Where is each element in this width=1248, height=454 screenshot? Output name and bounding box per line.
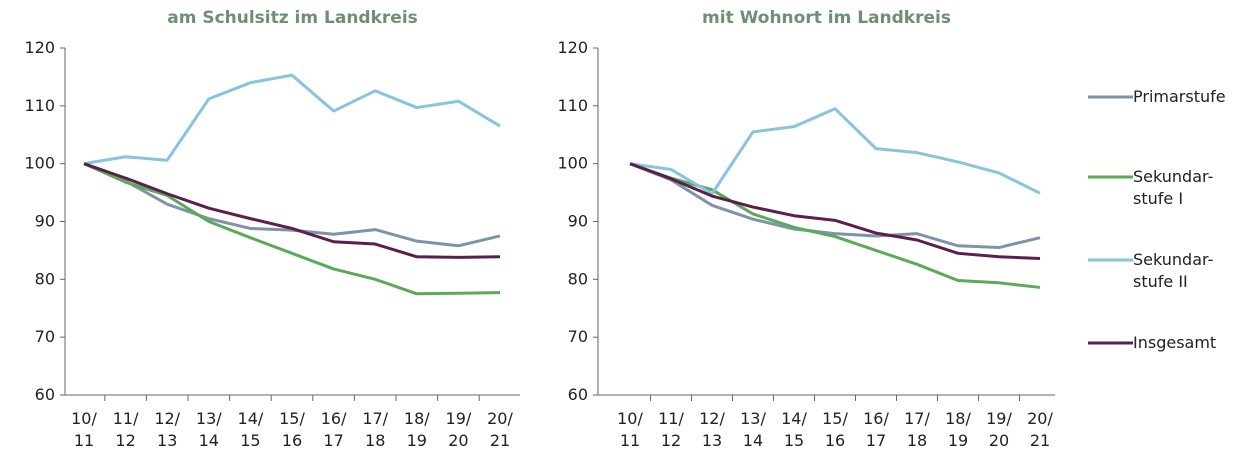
x-tick-label: 19/20 xyxy=(986,409,1012,450)
y-tick-label: 80 xyxy=(568,269,588,288)
x-tick-label: 17/18 xyxy=(362,409,388,450)
chart-title: am Schulsitz im Landkreis xyxy=(167,8,418,28)
series-line xyxy=(629,162,1041,261)
x-tick-label: 13/14 xyxy=(196,409,222,450)
y-tick-label: 60 xyxy=(35,385,55,404)
x-tick-label: 10/11 xyxy=(617,409,643,450)
y-tick-label: 110 xyxy=(557,95,588,114)
y-tick-label: 120 xyxy=(557,38,588,57)
y-tick-label: 70 xyxy=(35,327,55,346)
y-tick-label: 60 xyxy=(568,385,588,404)
x-tick-label: 19/20 xyxy=(446,409,472,450)
y-tick-label: 90 xyxy=(568,211,588,230)
y-tick-label: 90 xyxy=(35,211,55,230)
y-tick-label: 100 xyxy=(24,153,55,172)
y-tick-label: 110 xyxy=(24,95,55,114)
chart-title: mit Wohnort im Landkreis xyxy=(702,8,951,28)
x-tick-label: 20/21 xyxy=(1027,409,1053,450)
x-tick-label: 16/17 xyxy=(321,409,347,450)
x-tick-label: 18/19 xyxy=(404,409,430,450)
x-tick-label: 17/18 xyxy=(904,409,930,450)
y-tick-label: 70 xyxy=(568,327,588,346)
legend-label: Sekundar-stufe II xyxy=(1133,250,1213,291)
x-tick-label: 20/21 xyxy=(487,409,513,450)
x-tick-label: 10/11 xyxy=(71,409,97,450)
x-tick-label: 11/12 xyxy=(658,409,684,450)
x-tick-label: 11/12 xyxy=(113,409,139,450)
series-line xyxy=(629,107,1041,196)
y-tick-label: 100 xyxy=(557,153,588,172)
series-line xyxy=(83,162,501,248)
x-tick-label: 16/17 xyxy=(863,409,889,450)
series-line xyxy=(83,162,501,259)
legend-label: Sekundar-stufe I xyxy=(1133,167,1213,208)
series-line xyxy=(83,162,501,296)
legend-label: Primarstufe xyxy=(1133,87,1226,106)
y-tick-label: 120 xyxy=(24,38,55,57)
series-line xyxy=(83,73,501,166)
series-line xyxy=(629,162,1041,250)
x-tick-label: 18/19 xyxy=(945,409,971,450)
x-tick-label: 14/15 xyxy=(238,409,264,450)
y-tick-label: 80 xyxy=(35,269,55,288)
x-tick-label: 15/16 xyxy=(279,409,305,450)
x-tick-label: 12/13 xyxy=(154,409,180,450)
x-tick-label: 12/13 xyxy=(699,409,725,450)
legend-label: Insgesamt xyxy=(1133,333,1216,352)
x-tick-label: 15/16 xyxy=(822,409,848,450)
x-tick-label: 14/15 xyxy=(781,409,807,450)
x-tick-label: 13/14 xyxy=(740,409,766,450)
